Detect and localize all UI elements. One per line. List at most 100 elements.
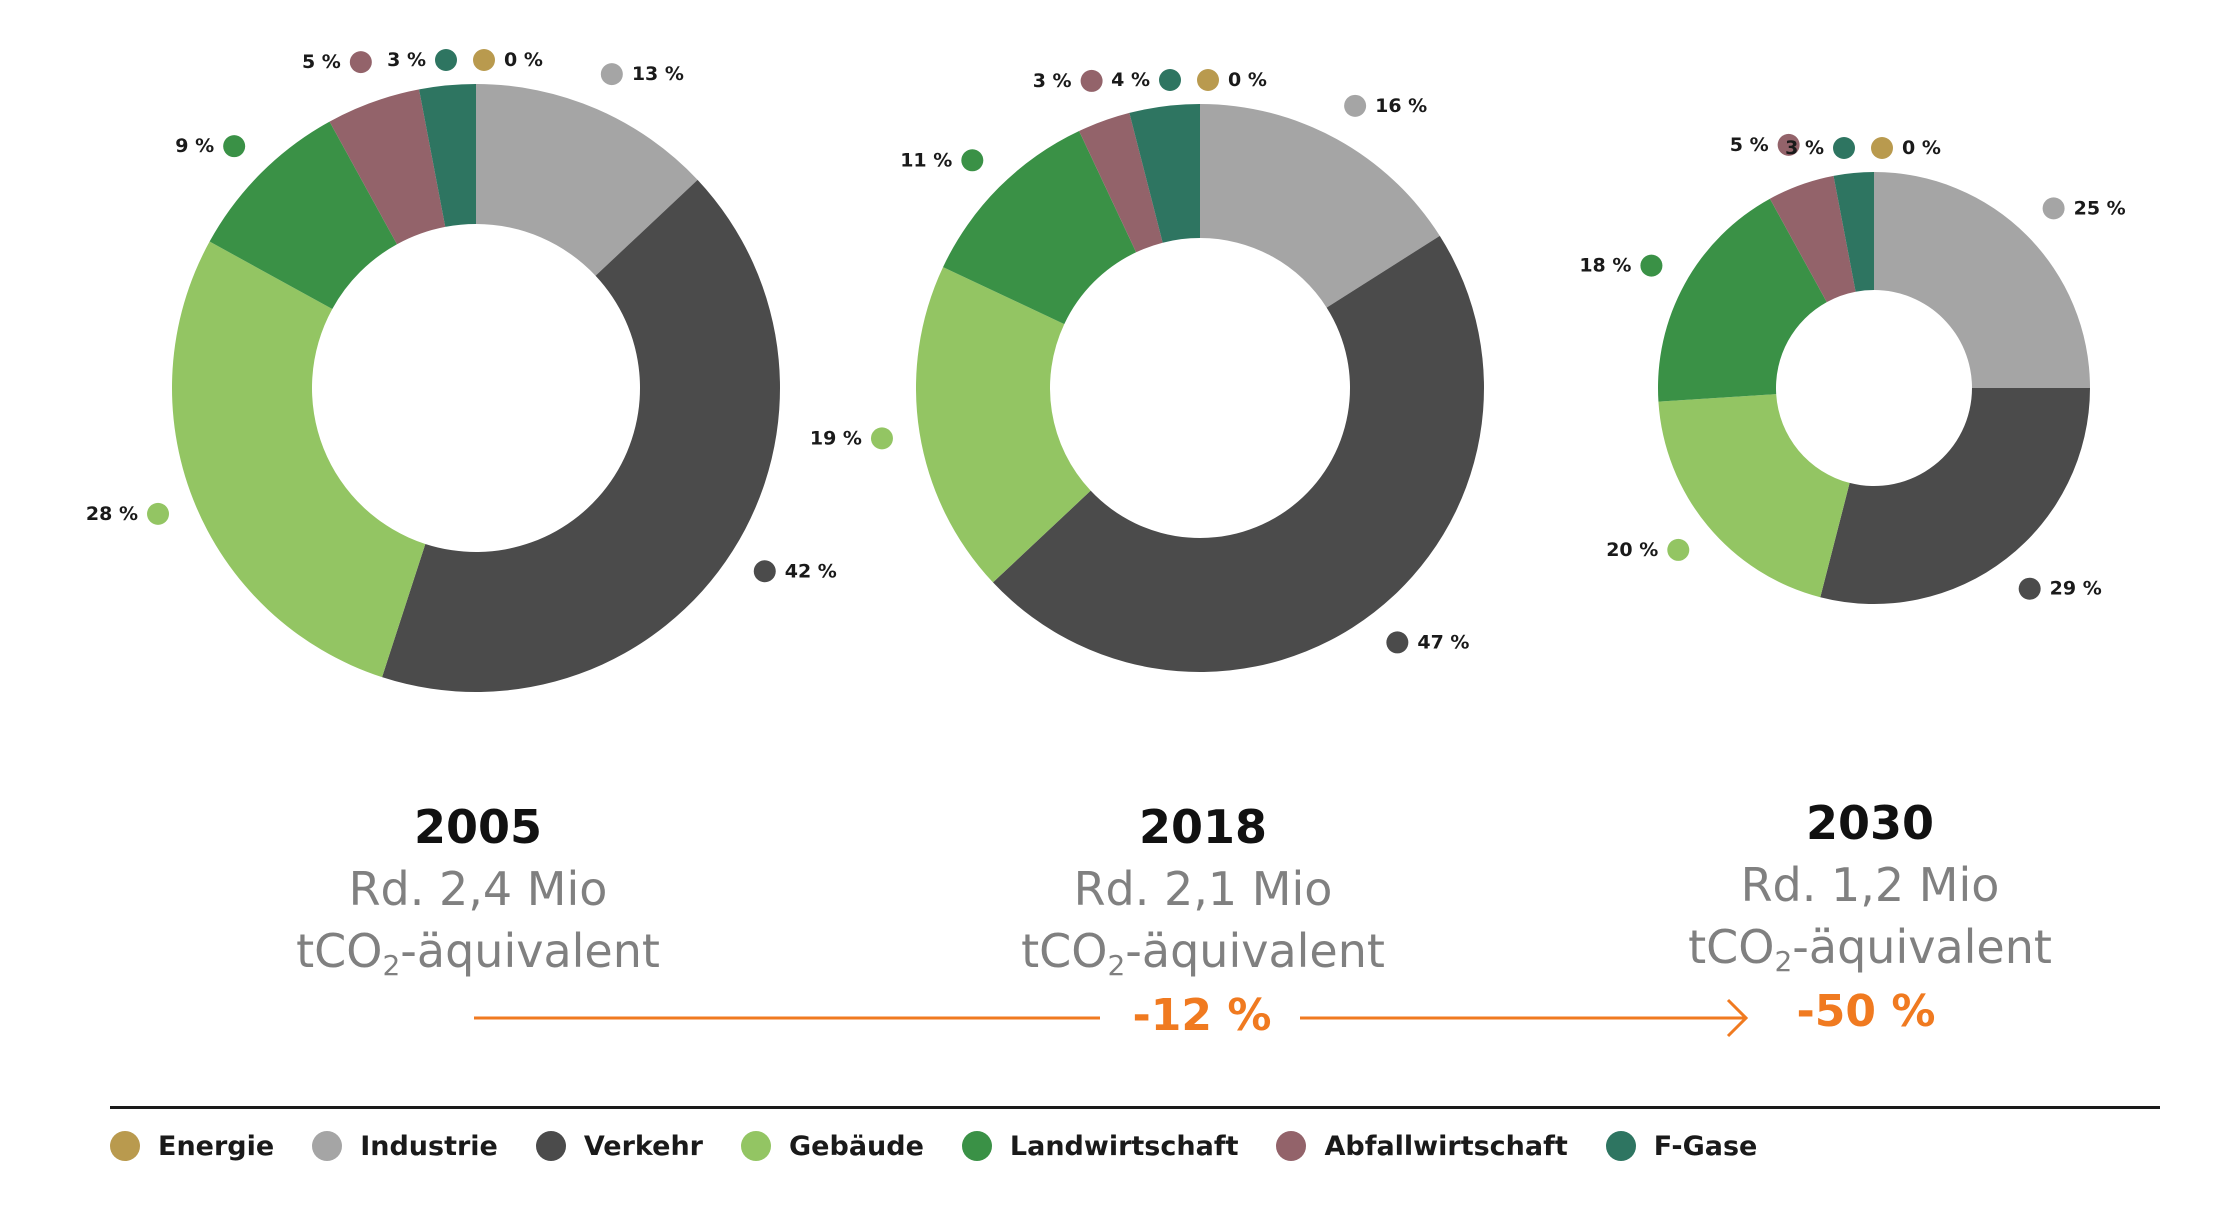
pct-label-abfallwirtschaft: 5 % xyxy=(1730,134,1769,156)
slice-abfallwirtschaft xyxy=(1769,175,1856,303)
donut-2018: 0 % 16 % 47 % 19 % 11 % 3 % 4 % xyxy=(810,69,1485,673)
pct-label-gebaeude: 28 % xyxy=(86,503,138,525)
slice-verkehr xyxy=(992,235,1485,673)
year-label: 2018 xyxy=(1138,800,1268,854)
legend-swatch-landwirtschaft xyxy=(961,1131,992,1161)
legend-swatch-abfallwirtschaft xyxy=(1276,1131,1307,1161)
donut-2005: 0 % 13 % 42 % 28 % 9 % 5 % 3 % xyxy=(86,49,837,692)
label-dot-verkehr xyxy=(1386,631,1409,654)
label-dot-energie xyxy=(473,49,495,71)
caption-2030: 2030 Rd. 1,2 Mio tCO2-äquivalent xyxy=(1560,800,2180,976)
legend-swatch-gebaeude xyxy=(741,1131,772,1161)
label-dot-landwirtschaft xyxy=(1640,254,1663,277)
label-dot-gebaeude xyxy=(147,502,170,525)
label-dot-abfallwirtschaft xyxy=(1777,133,1800,156)
legend-item-gebaeude: Gebäude xyxy=(741,1131,924,1162)
label-dot-energie xyxy=(1871,137,1893,159)
pct-label-f-gase: 3 % xyxy=(387,49,426,71)
caption-2005: 2005 Rd. 2,4 Mio tCO2-äquivalent xyxy=(168,804,788,980)
slice-f-gase xyxy=(1129,104,1200,243)
legend-label: Abfallwirtschaft xyxy=(1324,1130,1568,1162)
slice-landwirtschaft xyxy=(1658,198,1827,402)
label-dot-abfallwirtschaft xyxy=(349,51,372,74)
caption-2018: 2018 Rd. 2,1 Mio tCO2-äquivalent xyxy=(893,804,1513,980)
slice-f-gase xyxy=(1833,172,1874,292)
slice-abfallwirtschaft xyxy=(1079,112,1163,253)
slice-industrie xyxy=(1874,172,2090,388)
legend-swatch-industrie xyxy=(312,1131,343,1161)
pct-label-industrie: 16 % xyxy=(1375,95,1427,117)
label-dot-industrie xyxy=(2042,197,2065,220)
legend-item-landwirtschaft: Landwirtschaft xyxy=(961,1130,1239,1162)
legend-label: Industrie xyxy=(360,1130,498,1162)
pct-label-verkehr: 42 % xyxy=(785,560,837,582)
legend-label: F-Gase xyxy=(1653,1130,1758,1162)
slice-landwirtschaft xyxy=(209,121,397,309)
legend-item-verkehr: Verkehr xyxy=(535,1130,704,1162)
unit-label: tCO2-äquivalent xyxy=(1021,924,1385,982)
slice-gebaeude xyxy=(172,241,426,678)
pct-label-landwirtschaft: 9 % xyxy=(175,135,214,157)
legend-item-industrie: Industrie xyxy=(312,1131,498,1162)
arrow-head xyxy=(1726,998,1749,1038)
pct-label-verkehr: 47 % xyxy=(1417,631,1469,653)
year-label: 2005 xyxy=(413,800,543,854)
slice-landwirtschaft xyxy=(943,131,1137,325)
pct-label-landwirtschaft: 18 % xyxy=(1579,255,1631,277)
slice-industrie xyxy=(476,84,698,276)
slice-gebaeude xyxy=(1658,394,1850,598)
slice-verkehr xyxy=(1820,388,2090,605)
label-dot-gebaeude xyxy=(1667,538,1690,561)
label-dot-abfallwirtschaft xyxy=(1080,69,1103,92)
legend-label: Landwirtschaft xyxy=(1009,1130,1239,1162)
slice-industrie xyxy=(1200,104,1440,308)
label-dot-energie xyxy=(1197,69,1219,91)
legend-label: Verkehr xyxy=(583,1130,704,1162)
year-label: 2030 xyxy=(1805,796,1935,850)
legend-item-f-gase: F-Gase xyxy=(1605,1130,1758,1162)
label-dot-landwirtschaft xyxy=(223,135,246,158)
label-dot-verkehr xyxy=(2018,577,2041,600)
pct-label-abfallwirtschaft: 3 % xyxy=(1033,70,1072,92)
total-label: Rd. 2,1 Mio xyxy=(1073,862,1333,916)
label-dot-landwirtschaft xyxy=(961,149,984,172)
label-dot-verkehr xyxy=(753,560,776,583)
pct-label-energie: 0 % xyxy=(1902,137,1941,159)
label-dot-gebaeude xyxy=(870,427,893,450)
change-2018: -12 % xyxy=(1132,990,1272,1041)
legend-divider xyxy=(110,1106,2160,1109)
unit-label: tCO2-äquivalent xyxy=(296,924,660,982)
pct-label-energie: 0 % xyxy=(504,49,543,71)
legend-swatch-verkehr xyxy=(535,1131,566,1161)
label-dot-industrie xyxy=(600,63,623,86)
legend-swatch-f-gase xyxy=(1605,1131,1636,1161)
legend-label: Energie xyxy=(158,1130,275,1162)
pct-label-f-gase: 4 % xyxy=(1111,69,1150,91)
total-label: Rd. 2,4 Mio xyxy=(348,862,608,916)
slice-abfallwirtschaft xyxy=(329,89,446,245)
legend-swatch-energie xyxy=(110,1131,140,1161)
legend-item-abfallwirtschaft: Abfallwirtschaft xyxy=(1276,1130,1568,1162)
donut-2030: 0 % 25 % 29 % 20 % 18 % 5 % 3 % xyxy=(1579,133,2126,605)
pct-label-f-gase: 3 % xyxy=(1785,137,1824,159)
label-dot-f-gase xyxy=(435,49,457,71)
pct-label-gebaeude: 19 % xyxy=(810,427,862,449)
pct-label-abfallwirtschaft: 5 % xyxy=(302,51,341,73)
legend-label: Gebäude xyxy=(789,1130,924,1162)
pct-label-industrie: 13 % xyxy=(632,63,684,85)
label-dot-industrie xyxy=(1344,94,1367,117)
pct-label-industrie: 25 % xyxy=(2074,197,2126,219)
slice-f-gase xyxy=(419,84,476,227)
pct-label-landwirtschaft: 11 % xyxy=(900,149,952,171)
pct-label-gebaeude: 20 % xyxy=(1606,539,1658,561)
unit-label: tCO2-äquivalent xyxy=(1688,920,2052,978)
slice-gebaeude xyxy=(915,267,1091,583)
legend: Energie Industrie Verkehr Gebäude Landwirtsc… xyxy=(110,1128,1795,1164)
label-dot-f-gase xyxy=(1833,137,1855,159)
label-dot-f-gase xyxy=(1159,69,1181,91)
change-2030: -50 % xyxy=(1796,986,1936,1037)
legend-item-energie: Energie xyxy=(110,1131,274,1162)
pct-label-verkehr: 29 % xyxy=(2050,578,2102,600)
